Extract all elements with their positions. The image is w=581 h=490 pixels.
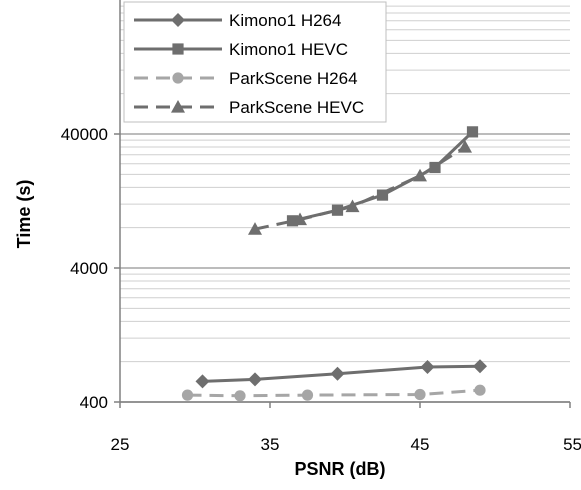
- y-tick-label: 4000: [70, 259, 108, 278]
- data-point-diamond: [171, 13, 185, 27]
- series-kimono1-h264: [195, 359, 487, 389]
- x-tick-label: 45: [411, 435, 430, 454]
- axes: 400 4000 40000 25 35 45 55: [61, 0, 581, 454]
- data-point-diamond: [248, 372, 262, 387]
- data-point-triangle: [171, 100, 185, 113]
- series-parkscene-h264: [181, 384, 486, 402]
- data-point-diamond: [330, 366, 345, 381]
- data-point-square: [331, 204, 344, 216]
- data-point-triangle: [413, 168, 427, 182]
- series-lines: [181, 126, 487, 402]
- legend-label: ParkScene H264: [229, 69, 358, 88]
- legend-label: Kimono1 H264: [229, 11, 341, 30]
- data-point-diamond: [195, 374, 210, 389]
- data-point-circle: [181, 389, 194, 401]
- legend-label: ParkScene HEVC: [229, 98, 364, 117]
- series-parkscene-hevc: [248, 139, 472, 235]
- y-axis-title: Time (s): [14, 180, 34, 249]
- data-point-diamond: [473, 359, 487, 374]
- data-point-circle: [234, 390, 246, 402]
- x-tick-label: 25: [111, 435, 130, 454]
- data-point-square: [172, 43, 184, 55]
- data-point-square: [376, 189, 389, 201]
- data-point-circle: [301, 389, 314, 401]
- y-tick-label: 400: [80, 393, 108, 412]
- legend-label: Kimono1 HEVC: [229, 40, 348, 59]
- legend-box: [123, 1, 387, 123]
- data-point-square: [466, 126, 479, 138]
- data-point-triangle: [458, 139, 472, 153]
- data-point-triangle: [248, 222, 262, 235]
- data-point-square: [286, 215, 299, 227]
- data-point-square: [429, 161, 441, 174]
- data-point-triangle: [345, 199, 360, 213]
- data-point-circle: [474, 384, 486, 396]
- x-axis-title: PSNR (dB): [295, 459, 386, 479]
- data-point-circle: [414, 388, 426, 401]
- data-point-triangle: [293, 212, 307, 226]
- data-point-circle: [172, 72, 184, 84]
- data-point-diamond: [420, 359, 435, 374]
- x-tick-label: 55: [563, 435, 581, 454]
- x-tick-label: 35: [261, 435, 280, 454]
- y-tick-label: 40000: [61, 125, 108, 144]
- legend: Kimono1 H264 Kimono1 HEVC ParkScene H264 Pa…: [123, 1, 387, 123]
